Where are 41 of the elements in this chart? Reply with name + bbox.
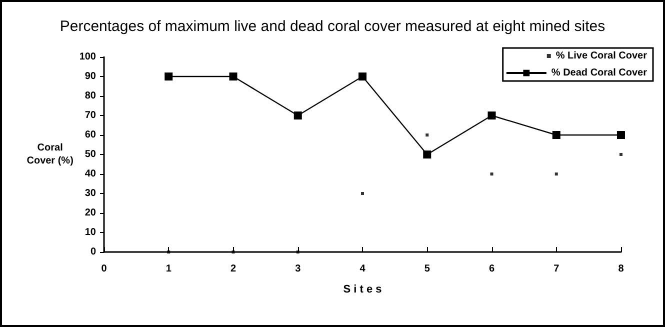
x-tick-label: 4 [360,264,366,274]
point [296,250,300,254]
x-tick-label: 7 [554,264,560,274]
chart-title: Percentages of maximum live and dead coral cover measured at eight mined sites [60,18,606,35]
x-tick-label: 1 [166,264,172,274]
point [361,192,364,195]
legend-label: % Dead Coral Cover [551,68,648,78]
x-tick-label: 5 [424,264,430,274]
y-tick-label: 100 [79,52,96,62]
y-axis-title: Coral Cover (%) [26,142,74,166]
x-axis-title: S i t e s [343,284,382,296]
point [554,172,558,176]
point [294,112,302,120]
x-tick-label: 2 [230,264,236,274]
y-tick-label: 70 [84,110,96,121]
point [358,72,366,80]
y-tick-label: 90 [84,71,96,82]
y-tick-label: 30 [84,188,96,199]
point [232,250,235,254]
point [423,150,432,158]
point [164,72,173,80]
legend-label: % Live Coral Cover [556,50,648,62]
y-tick-label: 40 [84,168,96,180]
y-tick-label: 0 [90,246,96,258]
y-tick-label: 20 [84,208,96,218]
point [167,250,170,254]
x-tick-label: 0 [101,264,108,274]
y-tick-label: 60 [84,130,96,140]
y-tick-label: 50 [84,149,96,160]
x-tick-label: 3 [295,264,302,274]
point [488,112,496,120]
x-tick-label: 6 [488,264,495,274]
point [229,72,238,80]
x-tick-label: 8 [618,264,624,274]
point [552,131,560,139]
point [490,172,494,176]
y-tick-label: 10 [84,227,96,238]
y-tick-label: 80 [84,90,96,102]
point [617,131,625,139]
point [620,153,622,156]
point [426,134,429,136]
